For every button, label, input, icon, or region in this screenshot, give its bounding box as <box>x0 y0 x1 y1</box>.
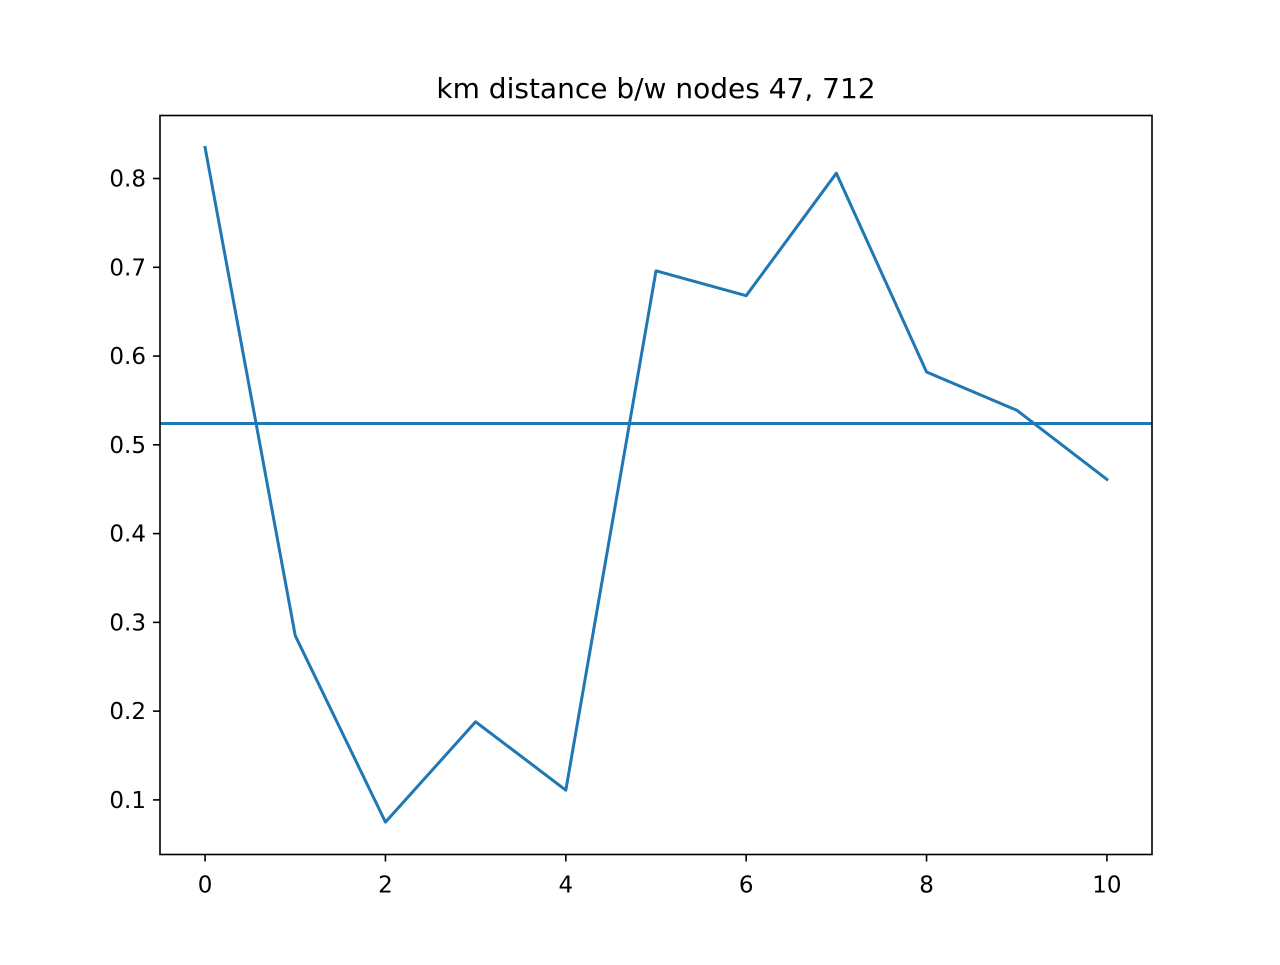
y-tick-label: 0.1 <box>109 788 146 814</box>
x-tick-label: 6 <box>739 873 754 899</box>
x-tick-label: 8 <box>919 873 934 899</box>
y-tick-label: 0.5 <box>109 433 146 459</box>
y-tick-label: 0.6 <box>109 344 146 370</box>
x-tick-label: 10 <box>1092 873 1121 899</box>
series-line-0 <box>203 145 1110 824</box>
x-tick-label: 0 <box>198 873 213 899</box>
y-tick-label: 0.8 <box>109 167 146 193</box>
y-tick-label: 0.7 <box>109 255 146 281</box>
axis-ticks: 0 2 4 6 8 10 0.1 0.2 0.3 0.4 0.5 0.6 0.7 0.8 <box>109 167 1121 899</box>
y-tick-label: 0.3 <box>109 610 146 636</box>
y-tick-label: 0.4 <box>109 522 146 548</box>
x-tick-label: 4 <box>558 873 573 899</box>
y-tick-label: 0.2 <box>109 699 146 725</box>
chart-title: km distance b/w nodes 47, 712 <box>436 72 875 105</box>
plot-area <box>160 145 1152 824</box>
axes-frame <box>159 114 1153 856</box>
x-tick-label: 2 <box>378 873 393 899</box>
